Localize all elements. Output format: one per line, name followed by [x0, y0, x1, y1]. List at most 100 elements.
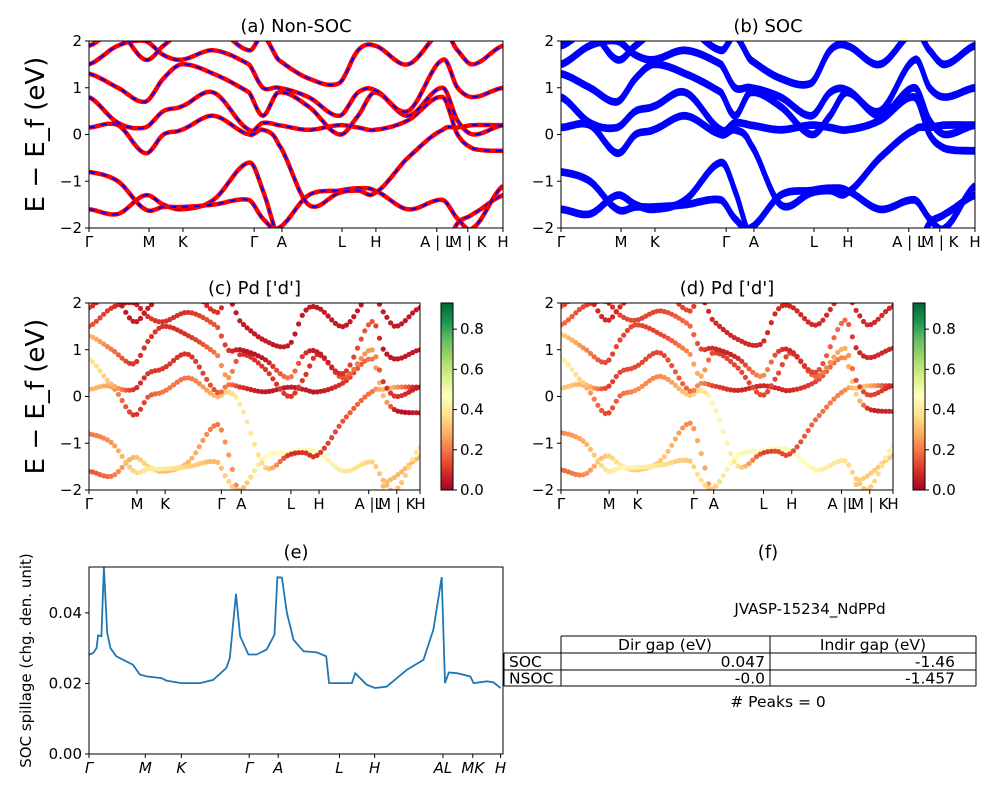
projected-band-point	[137, 305, 144, 312]
projected-band-point	[123, 309, 129, 315]
projected-band-point	[196, 364, 202, 370]
projected-band-point	[332, 429, 338, 435]
projected-band-point	[890, 345, 893, 351]
projected-band-point	[332, 368, 338, 374]
projected-band-point	[643, 286, 648, 291]
projected-band-point	[233, 310, 239, 316]
projected-band-point	[757, 341, 763, 348]
projected-band-point	[599, 407, 605, 414]
projected-band-point	[189, 455, 195, 461]
projected-band-point	[148, 466, 155, 472]
y-tick-label: 2	[544, 294, 554, 312]
projected-band-point	[204, 376, 210, 382]
projected-band-point	[853, 307, 859, 313]
projected-band-point	[274, 462, 280, 468]
column-header: Dir gap (eV)	[618, 636, 712, 654]
x-tick-label: A	[749, 233, 760, 251]
projected-band-point	[702, 303, 708, 306]
projected-band-point	[130, 454, 136, 461]
panel-title-c: (c) Pd ['d']	[208, 278, 301, 299]
projected-band-point	[606, 357, 612, 363]
soc-band-0-0	[561, 162, 975, 228]
projected-band-point	[211, 349, 217, 355]
projected-band-point	[410, 410, 416, 416]
projected-band-point	[196, 444, 202, 450]
projected-band-point	[134, 303, 140, 308]
projected-band-point	[750, 448, 756, 455]
projected-band-point	[395, 485, 401, 490]
projected-band-point	[101, 311, 107, 317]
projected-band-point	[358, 303, 364, 308]
projected-band-point	[141, 400, 147, 406]
projected-band-point	[336, 370, 342, 376]
projected-band-point	[207, 382, 213, 388]
projected-band-point	[362, 394, 368, 400]
projected-band-point	[706, 308, 712, 314]
projected-band-point	[348, 511, 353, 516]
projected-band-point	[167, 465, 173, 472]
projected-band-point	[875, 316, 881, 322]
projected-band-point	[248, 328, 254, 334]
projected-band-point	[591, 303, 597, 308]
projected-band-point	[163, 387, 169, 393]
projected-band-point	[588, 296, 593, 301]
colorbar-tick-label: 0.6	[460, 360, 484, 378]
projected-band-point	[691, 464, 697, 470]
projected-band-point	[750, 510, 755, 515]
projected-band-point	[351, 354, 357, 360]
projected-band-point	[632, 290, 637, 295]
projected-band-point	[145, 394, 151, 400]
x-tick-label: Γ	[85, 759, 95, 777]
x-tick-label: H	[369, 759, 380, 777]
projected-band-point	[248, 354, 254, 360]
projected-band-point	[680, 381, 686, 387]
projected-band-point	[617, 337, 623, 343]
row-label: SOC	[509, 653, 542, 671]
projected-band-point	[647, 285, 652, 290]
projected-band-point	[739, 358, 745, 364]
projected-band-point	[200, 370, 206, 376]
projected-band-point	[123, 459, 129, 465]
x-tick-label: H	[497, 233, 508, 251]
y-tick-label: −2	[532, 481, 554, 499]
projected-band-point	[853, 391, 859, 397]
projected-band-point	[300, 511, 305, 516]
projected-band-point	[806, 509, 811, 514]
projected-band-point	[251, 468, 258, 474]
projected-band-point	[761, 338, 767, 344]
projected-band-point	[820, 510, 825, 515]
projected-band-point	[373, 323, 379, 329]
projected-band-point	[883, 309, 889, 315]
x-tick-label: M	[143, 233, 156, 251]
projected-band-point	[329, 364, 335, 370]
colorbar-tick-label: 0.4	[460, 401, 484, 419]
x-tick-label: K	[178, 233, 189, 251]
projected-band-point	[798, 312, 804, 318]
projected-band-point	[691, 426, 697, 432]
projected-band-point	[573, 340, 579, 346]
projected-band-point	[798, 439, 804, 445]
projected-band-point	[321, 445, 327, 451]
projected-band-point	[761, 372, 767, 378]
projected-band-point	[750, 385, 756, 391]
projected-band-point	[816, 321, 822, 327]
projected-band-point	[635, 386, 642, 392]
colorbar-tick-label: 0.8	[460, 320, 484, 338]
projected-band-point	[768, 359, 774, 365]
projected-band-point	[599, 313, 605, 320]
projected-band-point	[343, 414, 349, 420]
projected-band-point	[875, 383, 881, 389]
projected-band-point	[344, 511, 349, 516]
projected-band-point	[875, 471, 881, 477]
projected-band-point	[831, 303, 837, 307]
projected-band-point	[354, 401, 361, 407]
projected-band-point	[820, 408, 826, 414]
projected-band-point	[358, 397, 364, 404]
projected-band-point	[580, 438, 586, 444]
x-tick-label: H	[786, 495, 797, 513]
projected-band-point	[736, 510, 741, 515]
x-tick-label: L	[338, 233, 347, 251]
panel-title-d: (d) Pd ['d']	[680, 278, 775, 299]
projected-band-point	[802, 509, 807, 514]
projected-band-point	[676, 342, 682, 349]
